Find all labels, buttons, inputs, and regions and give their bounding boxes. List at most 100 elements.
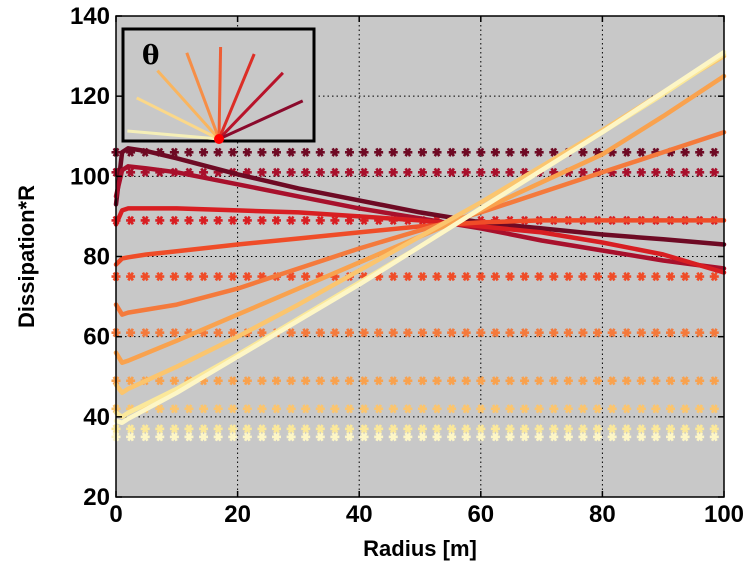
constant-marker <box>257 328 267 338</box>
constant-marker <box>651 404 661 414</box>
constant-marker <box>447 167 457 177</box>
constant-marker <box>622 432 632 442</box>
constant-marker <box>199 432 209 442</box>
constant-marker <box>388 271 398 282</box>
constant-marker <box>169 432 179 442</box>
constant-marker <box>228 271 238 282</box>
constant-marker <box>563 432 573 442</box>
constant-marker <box>651 424 661 434</box>
constant-marker <box>680 328 690 338</box>
constant-marker <box>213 328 223 338</box>
constant-marker <box>374 328 384 338</box>
constant-marker <box>315 432 325 442</box>
constant-marker <box>490 147 500 157</box>
constant-marker <box>665 271 675 282</box>
constant-marker <box>228 376 238 386</box>
constant-marker <box>622 424 632 434</box>
curve-series <box>113 49 727 426</box>
constant-marker <box>461 328 471 338</box>
constant-marker <box>155 424 165 434</box>
constant-marker <box>359 404 369 414</box>
y-tick-label: 40 <box>83 404 110 431</box>
constant-marker <box>432 271 442 282</box>
constant-marker <box>330 147 340 157</box>
constant-marker <box>199 271 209 282</box>
constant-marker <box>330 167 340 177</box>
constant-marker <box>680 271 690 282</box>
constant-marker <box>636 432 646 442</box>
constant-marker <box>680 147 690 157</box>
constant-marker <box>709 147 719 157</box>
inset-ray <box>217 53 256 140</box>
constant-marker <box>228 147 238 157</box>
constant-marker <box>709 432 719 442</box>
constant-marker <box>140 215 150 225</box>
constant-marker <box>695 167 705 177</box>
constant-marker <box>199 167 209 177</box>
constant-marker <box>315 328 325 338</box>
constant-marker <box>169 376 179 386</box>
constant-marker <box>549 147 559 157</box>
constant-marker <box>126 328 136 338</box>
series-line-4 <box>113 218 727 267</box>
constant-marker <box>563 424 573 434</box>
constant-marker <box>651 432 661 442</box>
constant-marker <box>461 271 471 282</box>
constant-marker <box>636 376 646 386</box>
constant-marker <box>563 328 573 338</box>
constant-marker <box>476 404 486 414</box>
constant-marker <box>199 147 209 157</box>
constant-marker <box>213 147 223 157</box>
constant-marker <box>359 376 369 386</box>
constant-marker <box>549 424 559 434</box>
constant-marker <box>388 167 398 177</box>
constant-marker <box>286 404 296 414</box>
constant-marker <box>374 432 384 442</box>
constant-marker <box>549 404 559 414</box>
constant-marker <box>272 215 282 225</box>
inset-ray <box>185 52 221 140</box>
inset-ray <box>135 96 220 141</box>
constant-marker <box>665 167 675 177</box>
constant-marker <box>578 328 588 338</box>
constant-marker <box>432 167 442 177</box>
constant-marker <box>184 215 194 225</box>
constant-marker <box>359 432 369 442</box>
y-axis-label: Dissipation*R <box>14 185 39 328</box>
constant-marker <box>607 328 617 338</box>
constant-marker <box>344 376 354 386</box>
constant-marker <box>622 167 632 177</box>
constant-marker <box>301 215 311 225</box>
constant-marker <box>374 376 384 386</box>
inset-ray <box>217 71 284 141</box>
constant-marker <box>476 167 486 177</box>
constant-marker <box>461 424 471 434</box>
constant-marker <box>199 424 209 434</box>
constant-marker <box>301 271 311 282</box>
constant-marker <box>563 404 573 414</box>
constant-marker <box>272 376 282 386</box>
constant-marker <box>242 432 252 442</box>
constant-marker <box>593 432 603 442</box>
constant-marker <box>315 147 325 157</box>
constant-marker <box>680 432 690 442</box>
constant-marker <box>184 147 194 157</box>
constant-marker <box>520 432 530 442</box>
constant-marker <box>301 424 311 434</box>
constant-marker <box>505 328 515 338</box>
y-tick-label: 120 <box>70 83 110 110</box>
constant-marker <box>709 424 719 434</box>
constant-marker <box>680 404 690 414</box>
constant-marker <box>534 376 544 386</box>
constant-marker <box>242 271 252 282</box>
constant-marker <box>534 328 544 338</box>
y-tick-label: 20 <box>83 484 110 511</box>
constant-marker <box>403 167 413 177</box>
constant-marker <box>622 147 632 157</box>
constant-marker <box>593 328 603 338</box>
constant-marker <box>636 328 646 338</box>
series-line-5 <box>113 129 727 317</box>
constant-marker <box>417 376 427 386</box>
constant-marker <box>549 328 559 338</box>
